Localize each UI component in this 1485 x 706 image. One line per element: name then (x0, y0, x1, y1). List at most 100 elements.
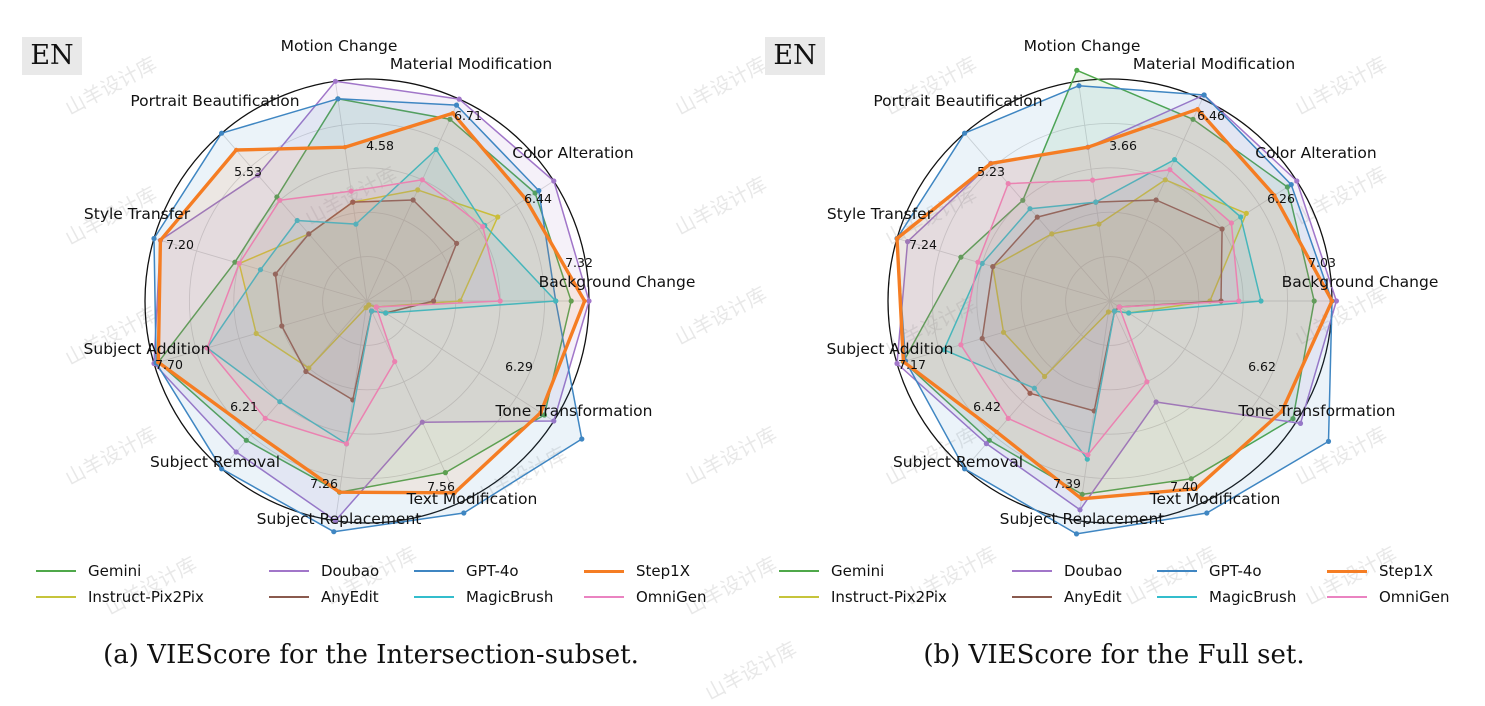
series-magicbrush-point (1172, 157, 1178, 163)
series-omnigen-point (497, 298, 503, 304)
max-value-label: 7.17 (898, 357, 926, 372)
radar-panel-intersection: EN Background Change Color Alteration Mate… (0, 0, 742, 680)
legend-item-gpt-4o: GPT-4o (1157, 560, 1262, 582)
radar-series-group (894, 67, 1339, 537)
series-anyedit-point (410, 197, 416, 203)
series-doubao-point (255, 172, 261, 178)
series-gpt-4o-point (1288, 182, 1294, 188)
category-label-tone-transformation: Tone Transformation (1238, 402, 1396, 420)
legend-swatch (584, 569, 624, 573)
series-doubao-point (332, 78, 338, 84)
legend-label: Gemini (88, 562, 142, 580)
legend-label: Step1X (1379, 562, 1433, 580)
series-gemini-point (243, 437, 249, 443)
radar-spoke (1109, 180, 1298, 302)
series-instruct-pix2pix-point (415, 187, 421, 193)
series-gpt-4o-point (1076, 83, 1082, 89)
series-magicbrush-point (277, 399, 283, 405)
legend-label: MagicBrush (1209, 588, 1297, 606)
legend-label: AnyEdit (321, 588, 379, 606)
radar-panel-full: EN Background Change Color Alteration Mate… (743, 0, 1485, 680)
series-step1x-point (452, 490, 457, 495)
category-label-portrait-beautification: Portrait Beautification (873, 92, 1042, 110)
legend-label: Gemini (831, 562, 885, 580)
series-anyedit-point (350, 199, 356, 205)
radar-spoke (366, 300, 460, 504)
series-gemini-point (447, 116, 453, 122)
series-gemini-point (1290, 416, 1296, 422)
series-step1x-point (1272, 193, 1277, 198)
series-step1x-point (1195, 107, 1200, 112)
legend-swatch (414, 596, 454, 598)
series-instruct-pix2pix-point (495, 214, 501, 220)
legend-item-magicbrush: MagicBrush (1157, 586, 1296, 608)
series-magicbrush-point (353, 221, 359, 227)
series-doubao-point (905, 239, 911, 245)
series-magicbrush-point (383, 310, 389, 316)
series-doubao-point (1153, 399, 1159, 405)
series-step1x-point (337, 490, 342, 495)
series-omnigen-point (419, 177, 425, 183)
series-gemini-point (541, 412, 548, 418)
series-instruct-pix2pix-point (1049, 231, 1055, 237)
radar-series-group (151, 78, 592, 535)
category-label-motion-change: Motion Change (1024, 37, 1141, 55)
legend-item-doubao: Doubao (1012, 560, 1122, 582)
series-omnigen-point (236, 260, 242, 267)
series-step1x-point (894, 236, 900, 241)
series-step1x-point (582, 298, 587, 304)
series-magicbrush-point (294, 217, 300, 224)
series-instruct-pix2pix-point (1105, 309, 1111, 315)
series-instruct-pix2pix-point (1162, 177, 1168, 183)
category-label-tone-transformation: Tone Transformation (495, 402, 653, 420)
max-value-label: 7.70 (155, 357, 183, 372)
max-value-label: 7.40 (1170, 479, 1198, 494)
max-value-label: 6.62 (1248, 359, 1276, 374)
series-doubao-area (896, 94, 1338, 511)
category-label-material-modification: Material Modification (390, 55, 552, 73)
legend-item-instruct-pix2pix: Instruct-Pix2Pix (36, 586, 204, 608)
max-value-label: 6.46 (1197, 108, 1225, 123)
series-gemini-area (157, 98, 572, 493)
max-value-label: 7.39 (1053, 476, 1081, 491)
legend-swatch (1327, 569, 1367, 573)
series-step1x-point (1329, 298, 1335, 304)
legend-swatch (414, 570, 454, 572)
category-label-subject-addition: Subject Addition (84, 340, 211, 358)
legend-label: Instruct-Pix2Pix (831, 588, 947, 606)
series-anyedit-point (272, 271, 278, 277)
series-gemini-point (958, 254, 964, 260)
max-value-label: 5.53 (234, 164, 262, 179)
series-magicbrush-point (1126, 310, 1132, 316)
series-instruct-pix2pix-point (366, 302, 372, 308)
series-magicbrush-point (1258, 298, 1264, 304)
radar-spoke (896, 238, 1111, 302)
category-label-subject-addition: Subject Addition (827, 340, 954, 358)
series-doubao-point (551, 178, 557, 184)
legend-item-anyedit: AnyEdit (1012, 586, 1122, 608)
series-gpt-4o-point (962, 130, 968, 136)
legend-label: GPT-4o (466, 562, 519, 580)
series-gemini-point (1079, 491, 1085, 497)
max-value-label: 7.26 (310, 476, 338, 491)
language-badge: EN (22, 37, 82, 75)
series-omnigen-point (348, 188, 354, 194)
category-label-subject-replacement: Subject Replacement (257, 510, 422, 528)
series-gemini-point (568, 298, 574, 304)
legend-swatch (1012, 570, 1052, 572)
max-value-label: 6.29 (505, 359, 533, 374)
series-anyedit-point (279, 323, 285, 329)
category-label-style-transfer: Style Transfer (84, 205, 191, 223)
max-value-label: 4.58 (366, 138, 394, 153)
series-anyedit-point (1153, 197, 1159, 203)
series-doubao-point (551, 418, 557, 424)
max-value-label: 6.26 (1267, 191, 1295, 206)
legend-item-gemini: Gemini (779, 560, 884, 582)
legend-item-magicbrush: MagicBrush (414, 586, 553, 608)
series-gpt-4o-point (219, 466, 225, 472)
legend-item-instruct-pix2pix: Instruct-Pix2Pix (779, 586, 947, 608)
series-omnigen-point (204, 345, 210, 351)
radar-spoke (366, 180, 555, 302)
series-omnigen-point (480, 224, 486, 230)
legend-item-doubao: Doubao (269, 560, 379, 582)
